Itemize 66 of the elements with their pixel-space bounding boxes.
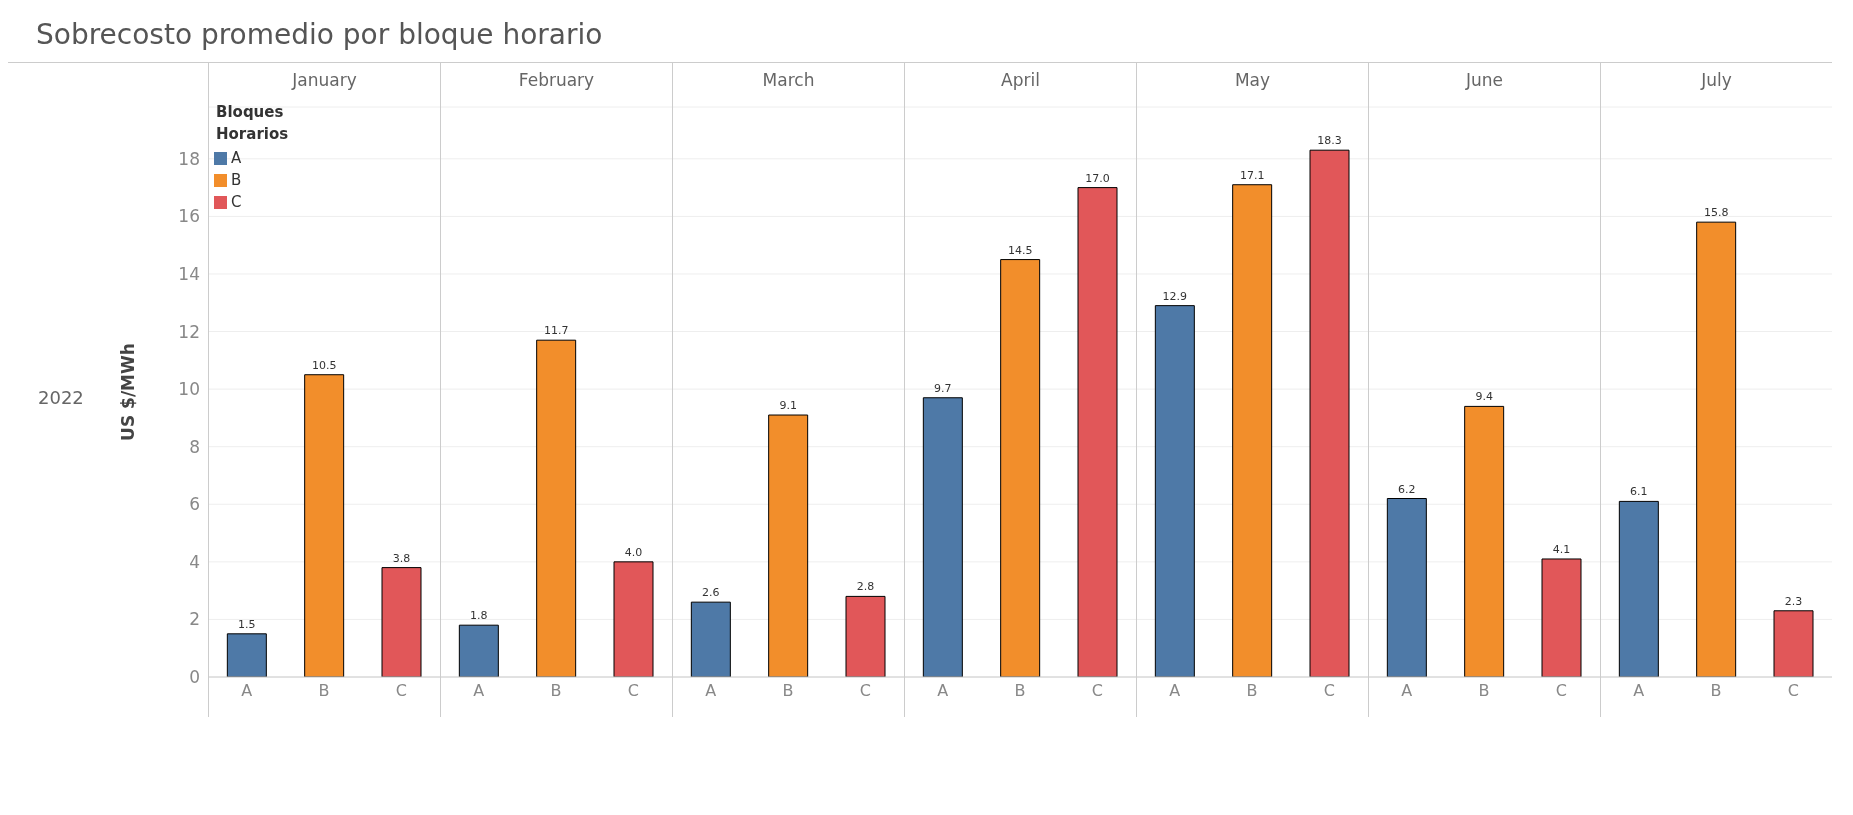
text: 18.3 — [1317, 134, 1342, 148]
text: 6.2 — [1398, 482, 1416, 496]
x-tick-label: C — [1323, 681, 1335, 701]
x-tick-label: C — [395, 681, 407, 701]
x-tick-label: A — [705, 681, 717, 701]
y-tick-label: 6 — [189, 494, 200, 515]
y-tick-label: 10 — [178, 379, 200, 400]
text: 2022 — [38, 387, 84, 408]
text: 2.3 — [1784, 594, 1803, 608]
text: 9.1 — [779, 399, 797, 413]
text: 9.4 — [1475, 390, 1493, 404]
legend-title: Bloques Horarios — [216, 102, 290, 145]
text: 1.5 — [238, 617, 256, 631]
x-tick-label: C — [1091, 681, 1103, 701]
x-tick-label: A — [1401, 681, 1413, 701]
text: 10.5 — [311, 358, 337, 372]
chart-subtitle: January — [208, 63, 440, 97]
x-tick-label: B — [318, 681, 330, 701]
legend-label: B — [231, 171, 242, 189]
x-tick-label: A — [241, 681, 253, 701]
text: 17.0 — [1085, 171, 1110, 185]
text: 6.1 — [1630, 485, 1648, 499]
legend-label: C — [231, 193, 242, 211]
x-tick-label: C — [1787, 681, 1799, 701]
y-tick-label: 14 — [178, 264, 200, 284]
x-tick-label: B — [1246, 681, 1258, 701]
x-tick-label: C — [627, 681, 639, 701]
x-tick-label: B — [782, 681, 794, 701]
y-tick-label: 2 — [189, 609, 200, 630]
y-tick-label: 4 — [189, 551, 200, 572]
x-tick-label: B — [1014, 681, 1026, 701]
text: 2.8 — [856, 580, 875, 594]
y-tick-label: 8 — [189, 436, 200, 457]
text: 1.8 — [470, 609, 488, 623]
text: 3.8 — [392, 551, 411, 565]
text: 15.8 — [1703, 206, 1729, 220]
legend-label: A — [231, 149, 242, 167]
y-tick-label: 16 — [178, 206, 200, 227]
x-tick-label: B — [1710, 681, 1722, 701]
chart-subtitle: March — [672, 63, 904, 97]
y-axis-title: US $/MWh — [118, 343, 139, 441]
chart-subtitle: July — [1600, 63, 1832, 97]
chart-subtitle: May — [1136, 63, 1368, 97]
text: 4.1 — [1552, 542, 1571, 556]
x-tick-label: C — [1555, 681, 1567, 701]
x-tick-label: A — [1633, 681, 1645, 701]
x-tick-label: B — [1478, 681, 1490, 701]
x-tick-label: B — [550, 681, 562, 701]
y-tick-label: 0 — [189, 667, 200, 688]
y-tick-label: 12 — [178, 321, 200, 342]
text: 9.7 — [934, 381, 952, 395]
text: 4.0 — [624, 545, 643, 559]
x-tick-label: A — [1169, 681, 1181, 701]
text: 2.6 — [702, 586, 720, 600]
text: 11.7 — [543, 324, 569, 338]
x-tick-label: A — [937, 681, 949, 701]
y-tick-label: 18 — [178, 148, 200, 169]
x-tick-label: C — [859, 681, 871, 701]
text: 12.9 — [1162, 289, 1188, 303]
text: 17.1 — [1239, 168, 1265, 182]
x-tick-label: A — [473, 681, 485, 701]
chart-subtitle: February — [440, 63, 672, 97]
chart-title: Sobrecosto promedio por bloque horario — [36, 18, 603, 51]
chart-subtitle: June — [1368, 63, 1600, 97]
text: 14.5 — [1007, 243, 1033, 257]
chart-subtitle: April — [904, 63, 1136, 97]
